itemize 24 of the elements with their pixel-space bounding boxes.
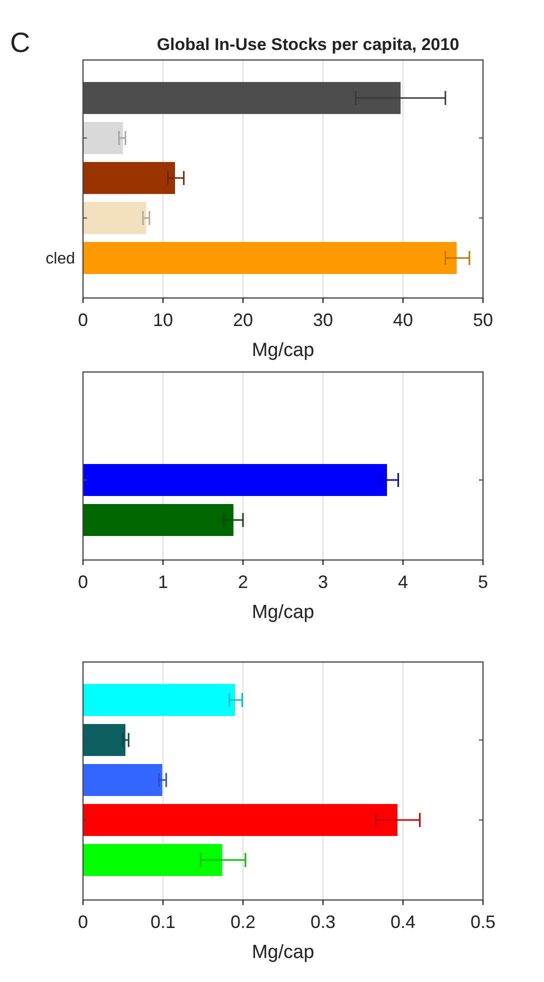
x-tick-label: 0.2 — [230, 912, 256, 932]
x-axis-title: Mg/cap — [252, 602, 314, 623]
x-tick-label: 0 — [78, 310, 88, 330]
x-tick-label: 50 — [472, 310, 494, 330]
x-tick-label: 0.3 — [310, 912, 336, 932]
x-tick-label: 1 — [158, 572, 168, 592]
x-tick-label: 0 — [78, 572, 88, 592]
x-tick-label: 20 — [232, 310, 254, 330]
x-tick-label: 2 — [238, 572, 248, 592]
x-tick-label: 0.1 — [150, 912, 176, 932]
x-axis-title: Mg/cap — [252, 340, 314, 361]
x-tick-label: 3 — [318, 572, 328, 592]
y-tick-label: cled — [46, 250, 75, 268]
x-tick-label: 30 — [312, 310, 334, 330]
x-tick-label: 0.4 — [390, 912, 416, 932]
x-tick-label: 0 — [78, 912, 88, 932]
text: C — [10, 27, 30, 58]
x-tick-label: 0.5 — [470, 912, 496, 932]
x-axis-title: Mg/cap — [252, 942, 314, 963]
chart-title: Global In-Use Stocks per capita, 2010 — [156, 35, 460, 54]
x-tick-label: 4 — [398, 572, 408, 592]
x-tick-label: 10 — [152, 310, 174, 330]
x-tick-label: 40 — [392, 310, 414, 330]
x-tick-label: 5 — [478, 572, 488, 592]
